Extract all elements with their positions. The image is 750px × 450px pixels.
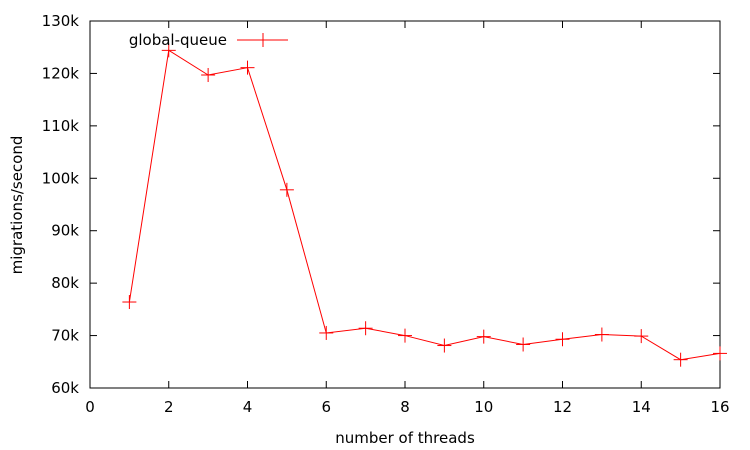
x-tick-label: 0 (85, 398, 95, 416)
data-point (476, 329, 491, 344)
x-tick-label: 12 (553, 398, 572, 416)
data-point (437, 338, 452, 353)
x-tick-label: 6 (321, 398, 331, 416)
y-tick-label: 80k (51, 274, 79, 292)
data-point (358, 321, 373, 336)
data-point (161, 43, 176, 58)
data-point (319, 325, 334, 340)
x-tick-label: 2 (164, 398, 174, 416)
y-tick-label: 60k (51, 379, 79, 397)
y-tick-label: 100k (42, 169, 80, 187)
series-layer (122, 43, 727, 367)
data-point (201, 68, 216, 83)
x-tick-label: 10 (474, 398, 493, 416)
data-point (279, 182, 294, 197)
x-tick-label: 8 (400, 398, 410, 416)
series-line (128, 49, 721, 361)
y-tick-label: 110k (42, 117, 80, 135)
y-tick-label: 120k (42, 64, 80, 82)
x-axis-label: number of threads (335, 429, 475, 447)
data-point (555, 332, 570, 347)
data-point (398, 328, 412, 343)
legend-label: global-queue (129, 31, 227, 49)
data-point (240, 60, 255, 75)
tick-labels: 0 2 4 6 8 10 12 14 16 60k 70k 80k 90k 100k 110k 120k 130… (42, 12, 730, 416)
ticks (89, 20, 721, 389)
x-tick-label: 16 (710, 398, 729, 416)
data-point (634, 329, 649, 344)
y-tick-label: 130k (42, 12, 80, 30)
data-point (122, 295, 137, 310)
y-tick-label: 90k (51, 222, 79, 240)
x-tick-label: 4 (243, 398, 253, 416)
legend-marker (256, 33, 270, 47)
data-point (713, 346, 727, 361)
legend: global-queue (129, 31, 288, 49)
data-point (673, 352, 688, 367)
data-point (594, 327, 609, 342)
data-point (516, 337, 531, 352)
y-tick-label: 70k (51, 327, 79, 345)
x-tick-label: 14 (632, 398, 651, 416)
y-axis-label: migrations/second (8, 136, 26, 275)
